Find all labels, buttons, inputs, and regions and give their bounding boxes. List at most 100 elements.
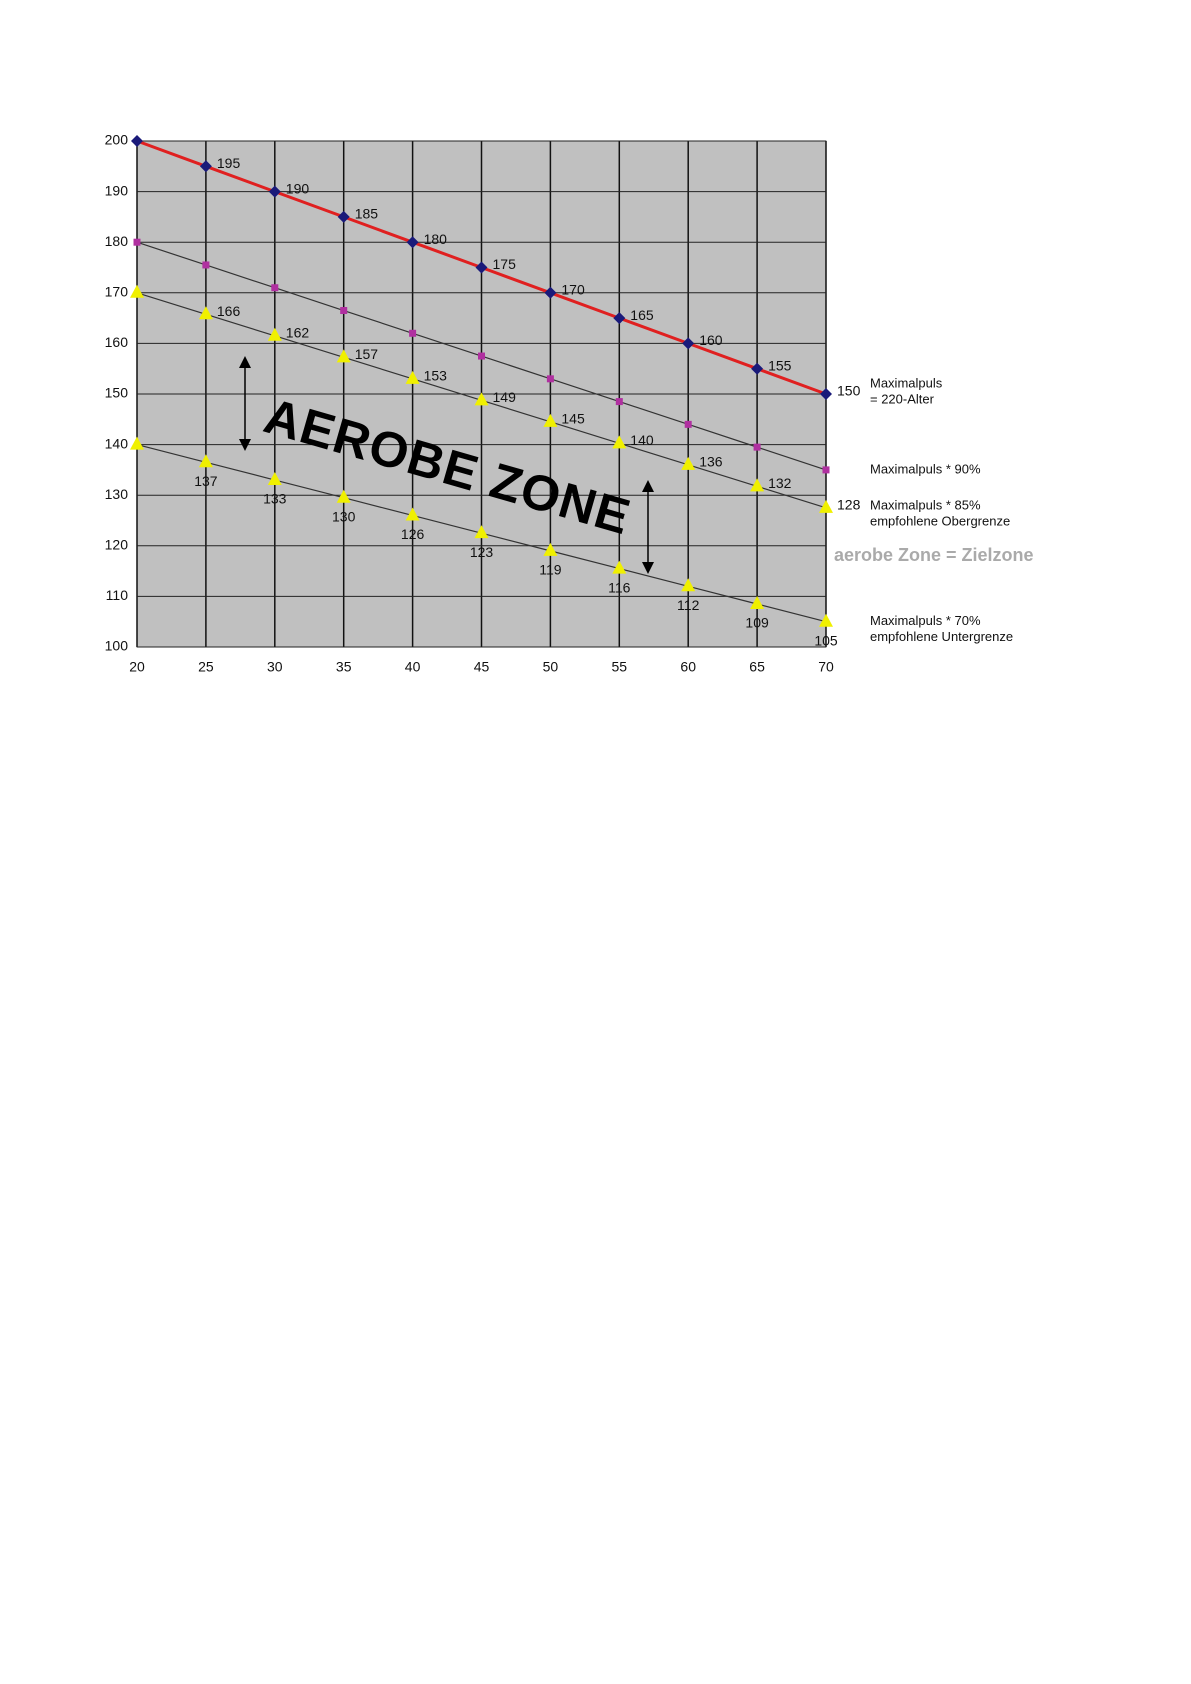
data-label: 170 [561,282,585,298]
zone-note: aerobe Zone = Zielzone [834,545,1034,565]
marker [684,420,692,428]
data-label: 109 [745,615,769,631]
legend-label: Maximalpuls * 70% [870,613,981,628]
marker [819,613,833,627]
marker [682,337,695,350]
y-tick-label: 200 [105,132,129,148]
data-label: 105 [814,632,838,648]
y-tick-label: 140 [105,435,129,451]
marker [822,466,830,474]
marker [546,375,554,383]
marker [340,307,348,315]
marker [544,286,557,299]
marker [406,236,419,249]
marker [475,261,488,274]
grid [136,140,827,648]
marker [478,352,485,360]
marker [820,388,832,400]
y-tick-label: 100 [105,638,129,654]
x-tick-label: 25 [198,659,214,675]
x-tick-label: 45 [474,659,490,675]
data-label: 119 [539,562,562,578]
data-label: 112 [677,597,700,613]
data-label: 153 [424,368,448,384]
data-label: 155 [768,357,792,373]
data-label: 166 [217,303,241,319]
marker [750,595,765,609]
marker [750,478,765,492]
legend-label: Maximalpuls [870,375,943,390]
marker [267,327,282,341]
y-tick-label: 180 [105,233,129,249]
marker [199,160,212,173]
data-label: 185 [355,206,379,222]
marker [612,560,627,574]
data-label: 137 [194,473,218,489]
data-label: 157 [355,346,379,362]
legend-note: empfohlene Obergrenze [870,513,1010,528]
y-tick-label: 150 [105,385,129,401]
data-label: 150 [837,383,861,399]
marker [405,507,420,521]
x-tick-label: 30 [267,659,283,675]
marker [198,454,213,468]
x-tick-label: 70 [818,659,834,675]
marker [337,210,350,223]
marker [753,443,761,451]
marker [336,489,351,503]
marker [271,284,279,292]
marker [130,436,144,450]
marker [130,284,144,298]
x-tick-label: 35 [336,659,352,675]
x-tick-label: 65 [749,659,765,675]
data-label: 128 [837,497,861,513]
legend-note: = 220-Alter [870,391,935,406]
legend-label: Maximalpuls * 85% [870,497,981,512]
marker [202,261,210,269]
x-tick-label: 20 [129,659,145,675]
data-label: 180 [424,231,448,247]
x-tick-label: 40 [405,659,421,675]
marker [198,306,213,320]
marker [613,312,626,325]
legend-note: empfohlene Untergrenze [870,629,1013,644]
data-label: 149 [493,389,517,405]
marker [267,472,282,486]
marker [615,398,623,406]
data-label: 126 [401,526,425,542]
marker [543,413,558,427]
marker [751,362,764,375]
data-label: 162 [286,325,310,341]
marker [474,392,489,406]
marker [336,349,351,363]
marker [268,185,281,198]
marker [819,499,833,513]
marker [405,370,420,384]
marker [681,578,696,592]
y-tick-label: 170 [105,284,129,300]
y-tick-label: 190 [105,182,129,198]
data-label: 136 [699,454,723,470]
data-label: 140 [630,432,654,448]
data-label: 116 [608,579,631,595]
data-label: 175 [493,256,517,272]
y-tick-label: 120 [105,537,129,553]
data-label: 145 [561,411,585,427]
marker [543,542,558,556]
x-tick-label: 60 [680,659,696,675]
y-tick-label: 160 [105,334,129,350]
marker [474,525,489,539]
marker [131,135,143,147]
data-label: 160 [699,332,723,348]
data-label: 133 [263,491,287,507]
marker [612,435,627,449]
legend-label: Maximalpuls * 90% [870,461,981,476]
marker [409,329,417,337]
data-label: 190 [286,180,310,196]
data-label: 165 [630,307,654,323]
marker [681,456,696,470]
data-label: 130 [332,508,356,524]
data-label: 132 [768,475,792,491]
